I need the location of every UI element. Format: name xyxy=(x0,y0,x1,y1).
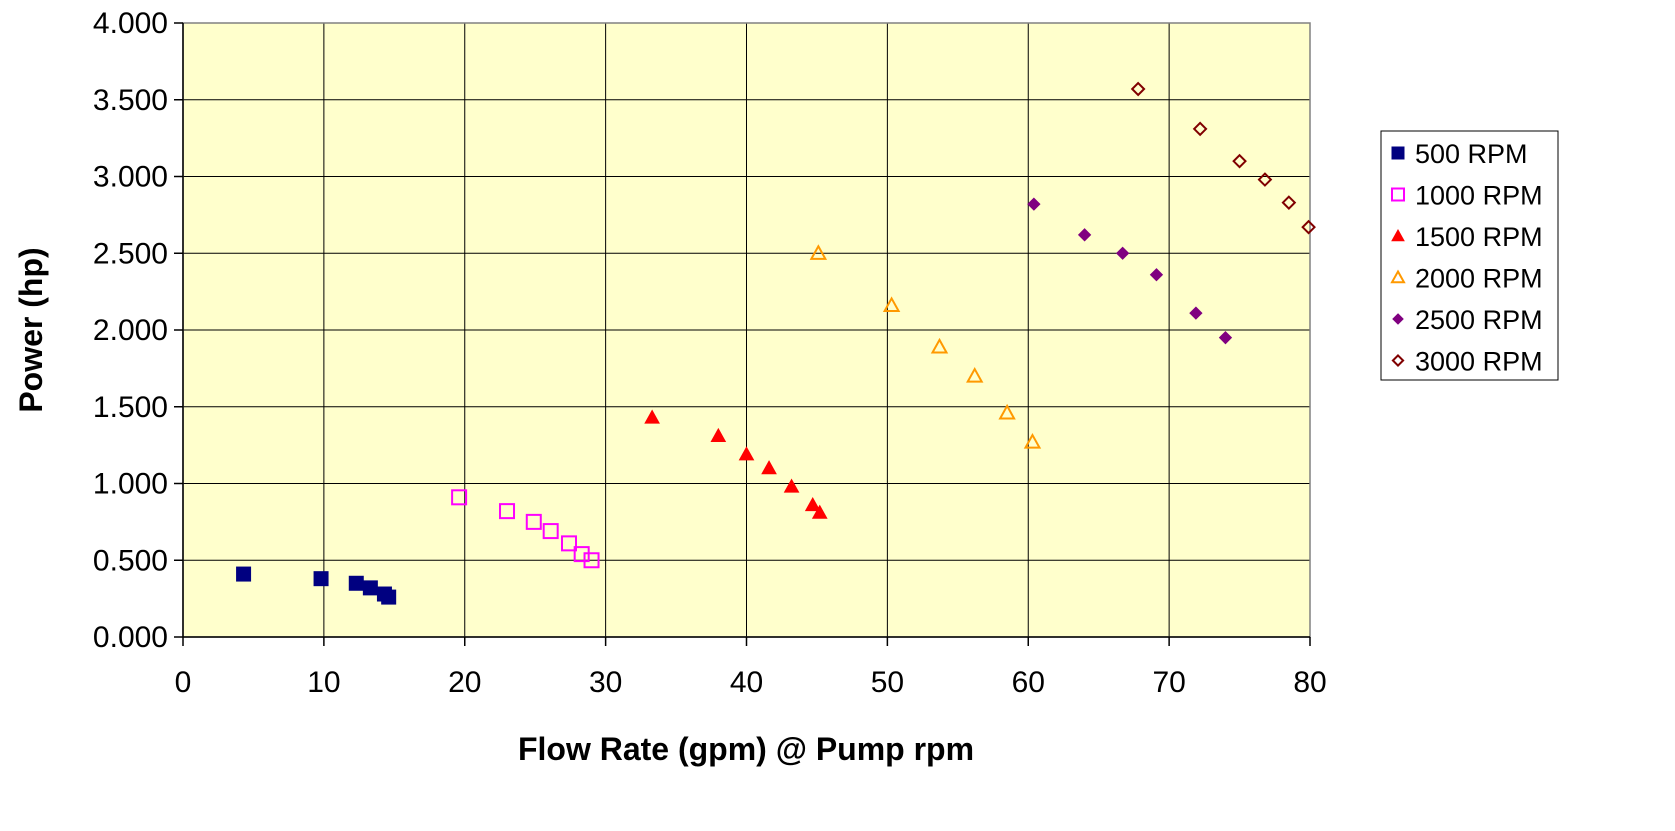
y-tick-label: 3.000 xyxy=(93,161,168,194)
y-tick-label: 4.000 xyxy=(93,7,168,40)
series-3 xyxy=(809,244,1042,449)
data-point xyxy=(499,503,516,520)
data-point xyxy=(362,580,378,596)
legend-label: 2500 RPM xyxy=(1415,305,1543,335)
data-point xyxy=(542,523,559,540)
data-point xyxy=(1257,172,1273,187)
legend: 500 RPM 1000 RPM 1500 RPM 2000 RPM 2500 RPM 3… xyxy=(1380,130,1559,381)
axes: 0.000 0.500 1.000 1.500 2.000 2.500 3.000 3.500… xyxy=(93,7,1327,699)
data-points xyxy=(236,81,1316,605)
legend-label: 500 RPM xyxy=(1415,139,1528,169)
y-tick-label: 3.500 xyxy=(93,84,168,117)
data-point xyxy=(560,535,577,552)
series-0 xyxy=(236,566,397,605)
y-tick-label: 0.000 xyxy=(93,621,168,654)
data-point xyxy=(1077,228,1092,242)
x-tick-label: 70 xyxy=(1152,666,1185,699)
data-point xyxy=(761,460,777,475)
data-point xyxy=(1115,246,1130,260)
data-point xyxy=(1192,121,1208,137)
x-tick-label: 0 xyxy=(175,666,192,699)
legend-marker xyxy=(1391,228,1405,242)
data-point xyxy=(583,552,600,569)
series-5 xyxy=(1130,81,1316,235)
x-axis-title: Flow Rate (gpm) @ Pump rpm xyxy=(518,731,974,767)
data-point xyxy=(930,337,949,354)
data-point xyxy=(381,589,397,605)
data-point xyxy=(348,575,364,591)
data-point xyxy=(1130,81,1146,97)
data-point xyxy=(998,403,1016,420)
data-point xyxy=(738,446,755,461)
x-tick-label: 80 xyxy=(1293,666,1326,699)
x-tick-label: 60 xyxy=(1012,666,1045,699)
data-point xyxy=(809,244,828,260)
data-point xyxy=(1301,219,1316,235)
x-tick-label: 10 xyxy=(307,666,340,699)
x-tick-label: 50 xyxy=(871,666,904,699)
data-point xyxy=(1023,432,1042,449)
x-tick-label: 40 xyxy=(730,666,763,699)
data-point xyxy=(710,427,727,443)
x-tick-label: 30 xyxy=(589,666,622,699)
data-point xyxy=(1232,153,1247,169)
legend-marker xyxy=(1391,353,1405,368)
y-tick-label: 2.000 xyxy=(93,314,168,347)
data-point xyxy=(966,366,984,383)
series-4 xyxy=(1027,197,1233,345)
data-point xyxy=(1281,195,1297,210)
series-2 xyxy=(644,409,828,519)
legend-label: 1500 RPM xyxy=(1415,222,1543,252)
legend-label: 2000 RPM xyxy=(1415,264,1543,294)
x-tick-label: 20 xyxy=(448,666,481,699)
data-point xyxy=(525,513,542,530)
legend-marker xyxy=(1392,313,1404,325)
data-point xyxy=(236,566,252,582)
data-point xyxy=(882,296,901,313)
legend-label: 1000 RPM xyxy=(1415,181,1543,211)
data-point xyxy=(1027,197,1041,211)
y-tick-label: 1.000 xyxy=(93,468,168,501)
y-tick-label: 1.500 xyxy=(93,391,168,424)
legend-marker xyxy=(1391,187,1405,202)
data-point xyxy=(1189,306,1203,320)
data-point xyxy=(804,496,821,512)
data-point xyxy=(1218,331,1233,345)
legend-label: 3000 RPM xyxy=(1415,347,1543,377)
data-point xyxy=(644,409,660,424)
y-axis-title: Power (hp) xyxy=(13,247,49,412)
data-point xyxy=(811,504,828,519)
data-point xyxy=(783,478,800,493)
series-1 xyxy=(451,489,600,569)
legend-box xyxy=(1380,130,1559,381)
data-point xyxy=(1149,268,1164,282)
legend-marker xyxy=(1391,146,1405,160)
data-point xyxy=(451,489,468,506)
y-tick-label: 0.500 xyxy=(93,544,168,577)
data-point xyxy=(313,571,329,587)
y-tick-label: 2.500 xyxy=(93,237,168,270)
grid-lines xyxy=(183,23,1310,637)
legend-marker xyxy=(1390,269,1406,284)
